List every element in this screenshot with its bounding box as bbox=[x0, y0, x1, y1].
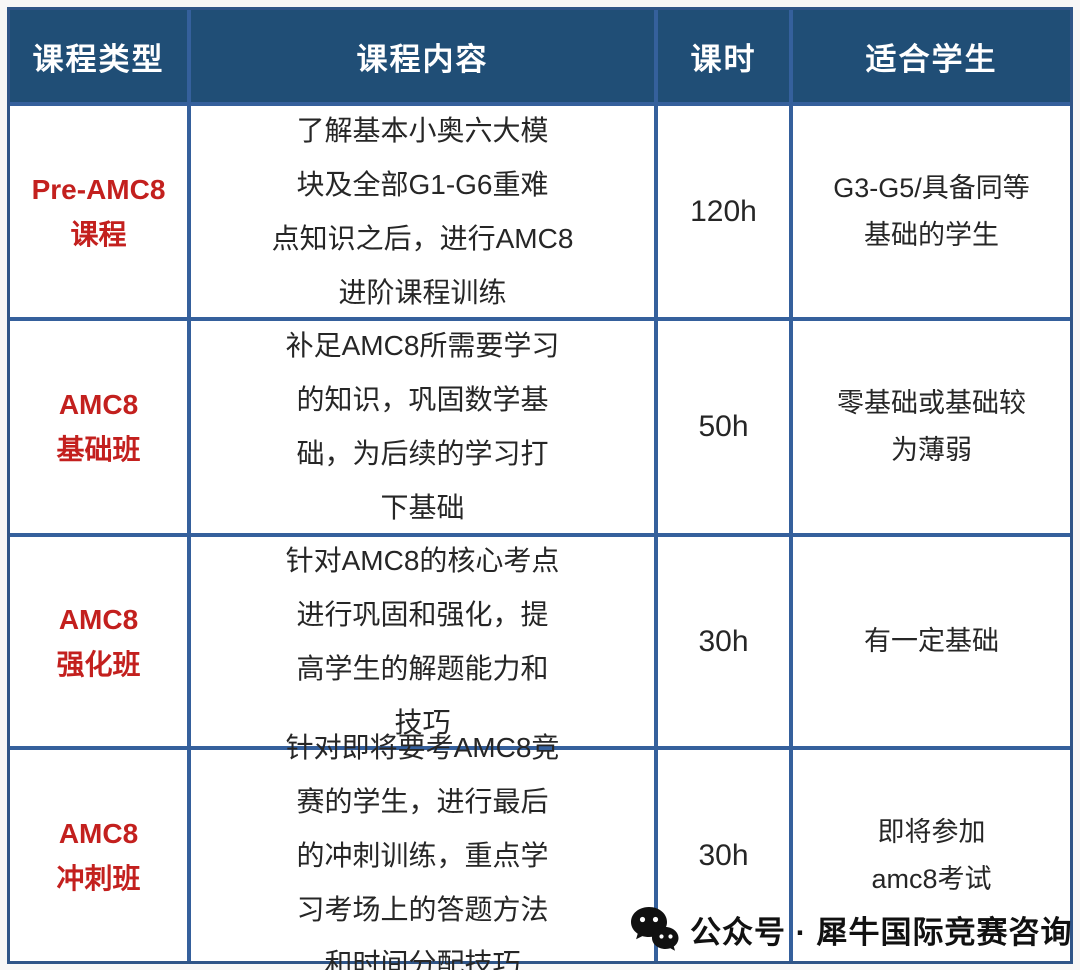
header-hours: 课时 bbox=[658, 10, 789, 102]
header-course-content: 课程内容 bbox=[191, 10, 654, 102]
row2-course-type: AMC8 基础班 bbox=[10, 321, 187, 533]
row4-course-type: AMC8 冲刺班 bbox=[10, 750, 187, 961]
row2-students: 零基础或基础较 为薄弱 bbox=[793, 321, 1070, 533]
row3-hours: 30h bbox=[658, 537, 789, 746]
row4-course-content: 针对即将要考AMC8竞 赛的学生，进行最后 的冲刺训练，重点学 习考场上的答题方… bbox=[191, 732, 654, 970]
wechat-icon bbox=[631, 907, 679, 951]
header-suitable-students: 适合学生 bbox=[793, 10, 1070, 102]
row4-students: 即将参加 amc8考试 bbox=[793, 750, 1070, 961]
header-course-type: 课程类型 bbox=[10, 10, 187, 102]
row3-course-content: 针对AMC8的核心考点 进行巩固和强化，提 高学生的解题能力和 技巧 bbox=[191, 537, 654, 746]
row1-students: G3-G5/具备同等 基础的学生 bbox=[793, 106, 1070, 317]
row2-hours: 50h bbox=[658, 321, 789, 533]
row1-hours: 120h bbox=[658, 106, 789, 317]
row1-course-content: 了解基本小奥六大模 块及全部G1-G6重难 点知识之后，进行AMC8 进阶课程训… bbox=[191, 106, 654, 317]
row2-course-content: 补足AMC8所需要学习 的知识，巩固数学基 础，为后续的学习打 下基础 bbox=[191, 321, 654, 533]
watermark: 公众号 · 犀牛国际竞赛咨询 bbox=[628, 903, 1073, 955]
row1-course-type: Pre-AMC8 课程 bbox=[10, 106, 187, 317]
row3-course-type: AMC8 强化班 bbox=[10, 537, 187, 746]
course-table: 课程类型 课程内容 课时 适合学生 Pre-AMC8 课程 了解基本小奥六大模 … bbox=[7, 7, 1073, 970]
row4-hours: 30h bbox=[658, 750, 789, 961]
watermark-label: 公众号 · 犀牛国际竞赛咨询 bbox=[690, 914, 1073, 950]
row3-students: 有一定基础 bbox=[793, 537, 1070, 746]
